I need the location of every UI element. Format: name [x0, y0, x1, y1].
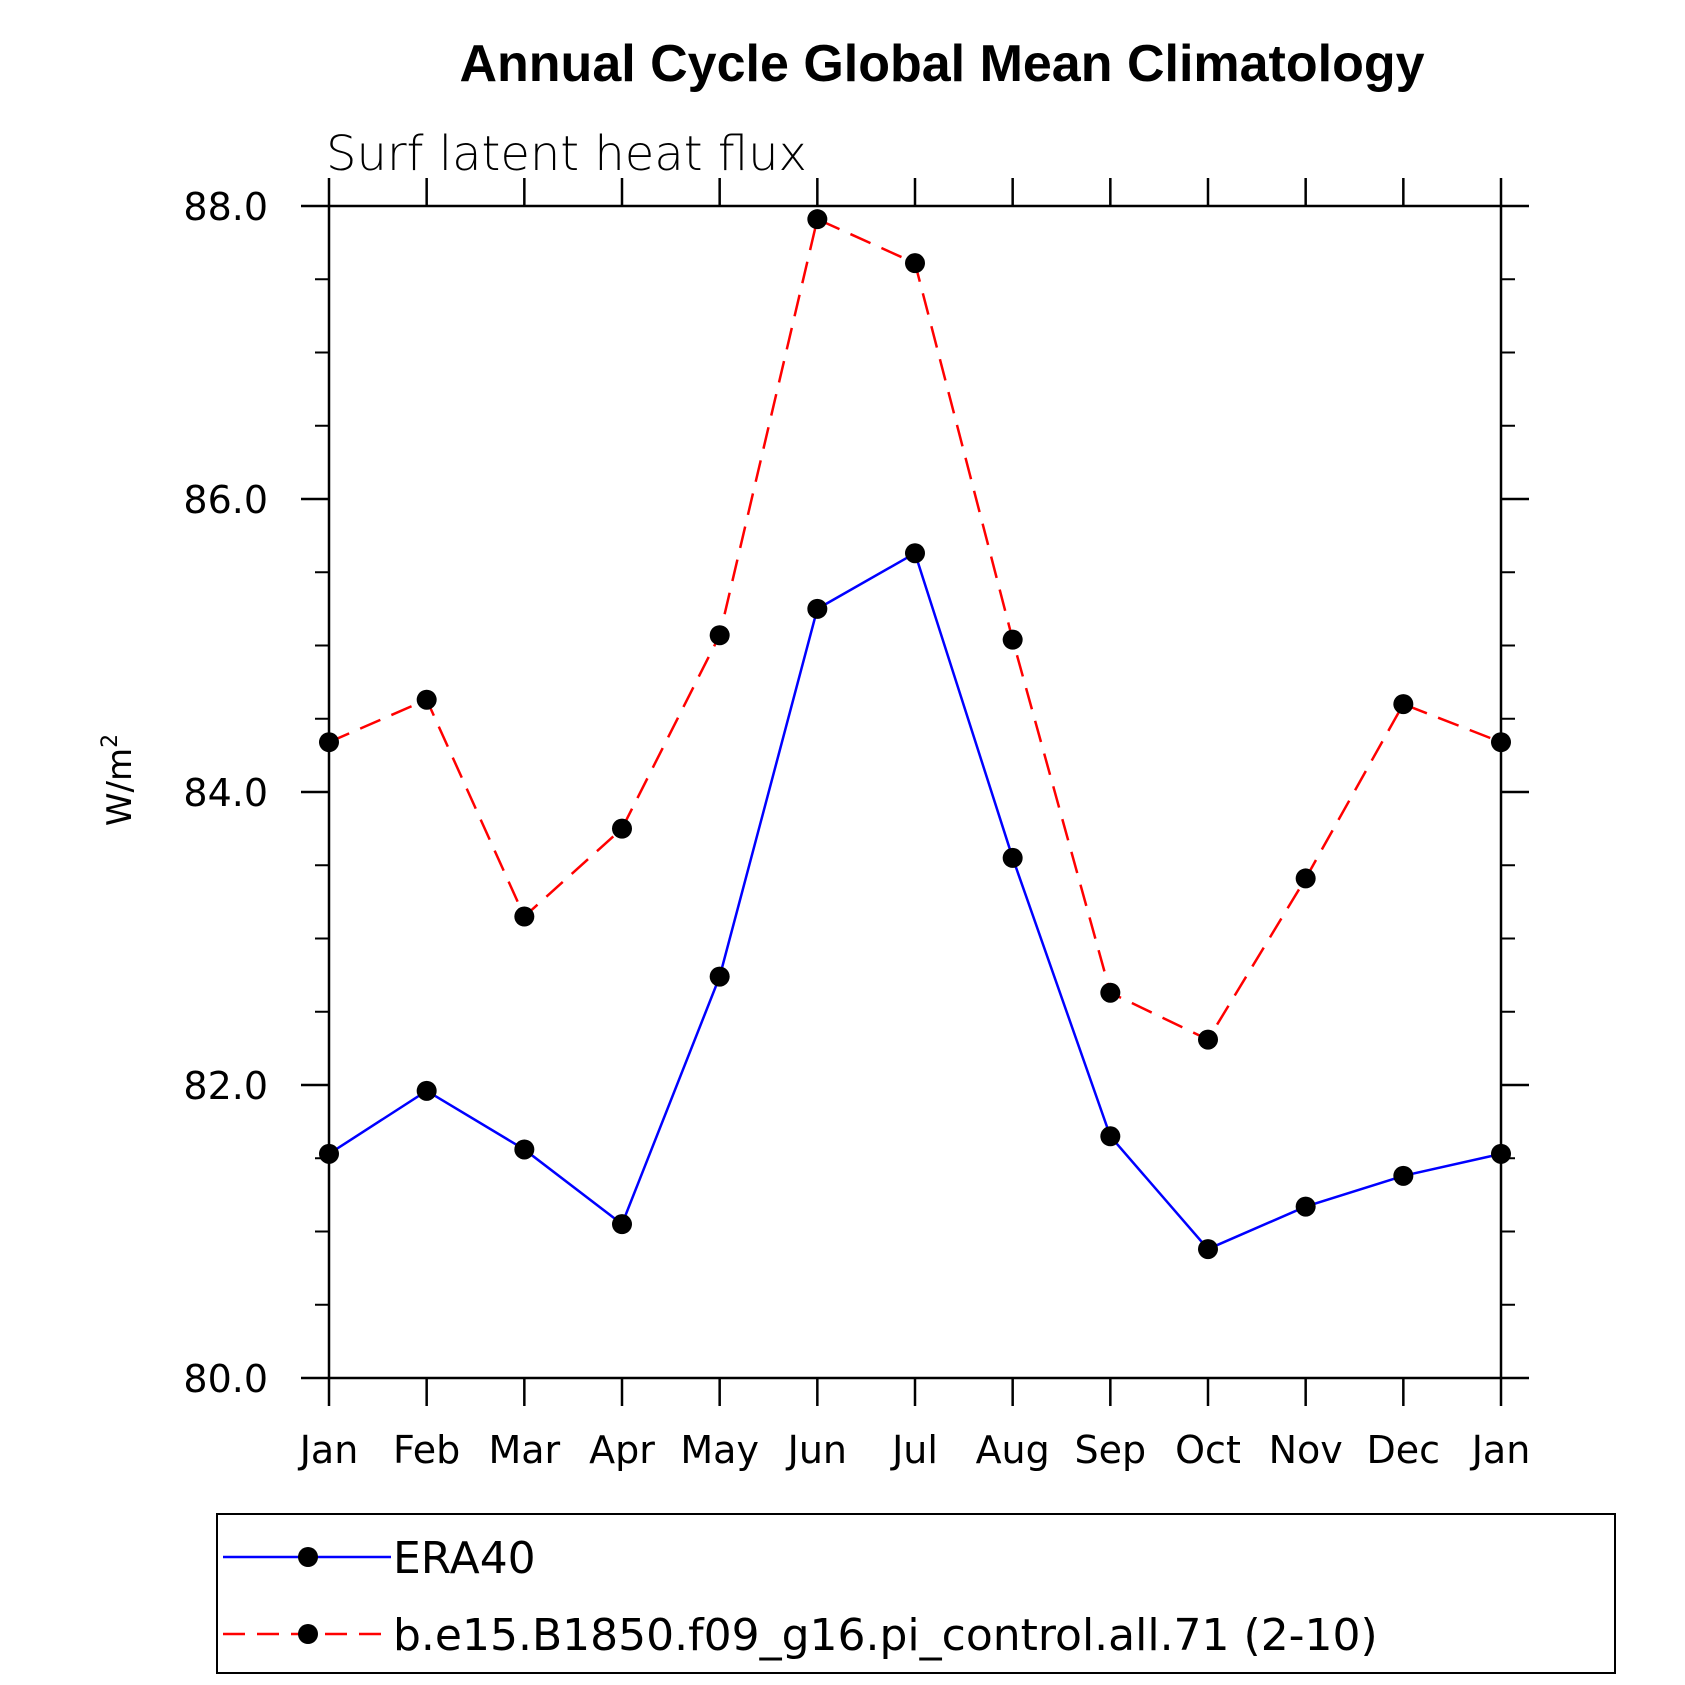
- data-point: [1393, 694, 1414, 715]
- x-tick-label: Aug: [976, 1428, 1050, 1472]
- data-point: [319, 732, 339, 753]
- data-point: [709, 966, 730, 987]
- y-tick-label: 86.0: [183, 478, 268, 522]
- data-point: [514, 1139, 535, 1160]
- data-point: [612, 1214, 632, 1235]
- data-point: [1002, 847, 1023, 868]
- data-point: [709, 625, 730, 646]
- data-point: [319, 1143, 339, 1164]
- x-tick-label: Jan: [1470, 1428, 1531, 1472]
- x-tick-label: Mar: [488, 1428, 560, 1472]
- data-point: [1198, 1239, 1218, 1260]
- legend-box: [216, 1513, 1616, 1674]
- data-point: [1491, 1143, 1511, 1164]
- data-point: [807, 598, 828, 619]
- legend-marker-model: [298, 1624, 318, 1644]
- x-tick-label: Sep: [1075, 1428, 1147, 1472]
- data-point: [1295, 1196, 1316, 1217]
- x-tick-label: May: [680, 1428, 759, 1472]
- data-point: [905, 253, 925, 274]
- x-tick-label: Oct: [1175, 1428, 1241, 1472]
- x-tick-label: Apr: [589, 1428, 655, 1472]
- x-tick-label: Dec: [1367, 1428, 1441, 1472]
- x-tick-label: Jul: [890, 1428, 938, 1472]
- y-axis-label-superscript: 2: [98, 734, 123, 748]
- data-point: [416, 689, 437, 710]
- series-line-0: [328, 551, 1502, 1251]
- chart-subtitle: Surf latent heat flux: [326, 126, 807, 182]
- y-axis-label-text: W/m: [100, 748, 140, 826]
- data-point: [416, 1080, 437, 1101]
- data-point: [612, 818, 632, 839]
- plot-frame: [327, 204, 1503, 1380]
- data-point: [1393, 1165, 1414, 1186]
- y-tick-label: 82.0: [183, 1064, 268, 1108]
- data-point: [514, 906, 535, 927]
- series-layer: [319, 209, 1511, 1260]
- data-point: [1295, 868, 1316, 889]
- data-point: [1198, 1029, 1218, 1050]
- x-tick-label: Jun: [786, 1428, 847, 1472]
- data-point: [1002, 629, 1023, 650]
- legend-marker-era40: [298, 1547, 318, 1567]
- data-point: [905, 543, 925, 564]
- chart-title: Annual Cycle Global Mean Climatology: [459, 35, 1424, 93]
- axis-ticks: Jan Feb Mar Apr May Jun Jul Aug Sep Oct Nov Dec Jan 8…: [183, 178, 1530, 1472]
- y-tick-label: 80.0: [183, 1357, 268, 1401]
- data-point: [807, 209, 828, 230]
- series-line-1: [328, 217, 1502, 1042]
- x-tick-label: Jan: [298, 1428, 359, 1472]
- legend-label-model: b.e15.B1850.f09_g16.pi_control.all.71 (2…: [393, 1610, 1378, 1661]
- data-point: [1100, 982, 1121, 1003]
- data-point: [1491, 732, 1511, 753]
- x-tick-label: Feb: [393, 1428, 460, 1472]
- y-tick-label: 88.0: [183, 185, 268, 229]
- y-axis-label: W/m2: [98, 734, 140, 826]
- x-tick-label: Nov: [1269, 1428, 1343, 1472]
- legend-label-era40: ERA40: [393, 1533, 536, 1584]
- y-tick-label: 84.0: [183, 771, 268, 815]
- data-point: [1100, 1126, 1121, 1147]
